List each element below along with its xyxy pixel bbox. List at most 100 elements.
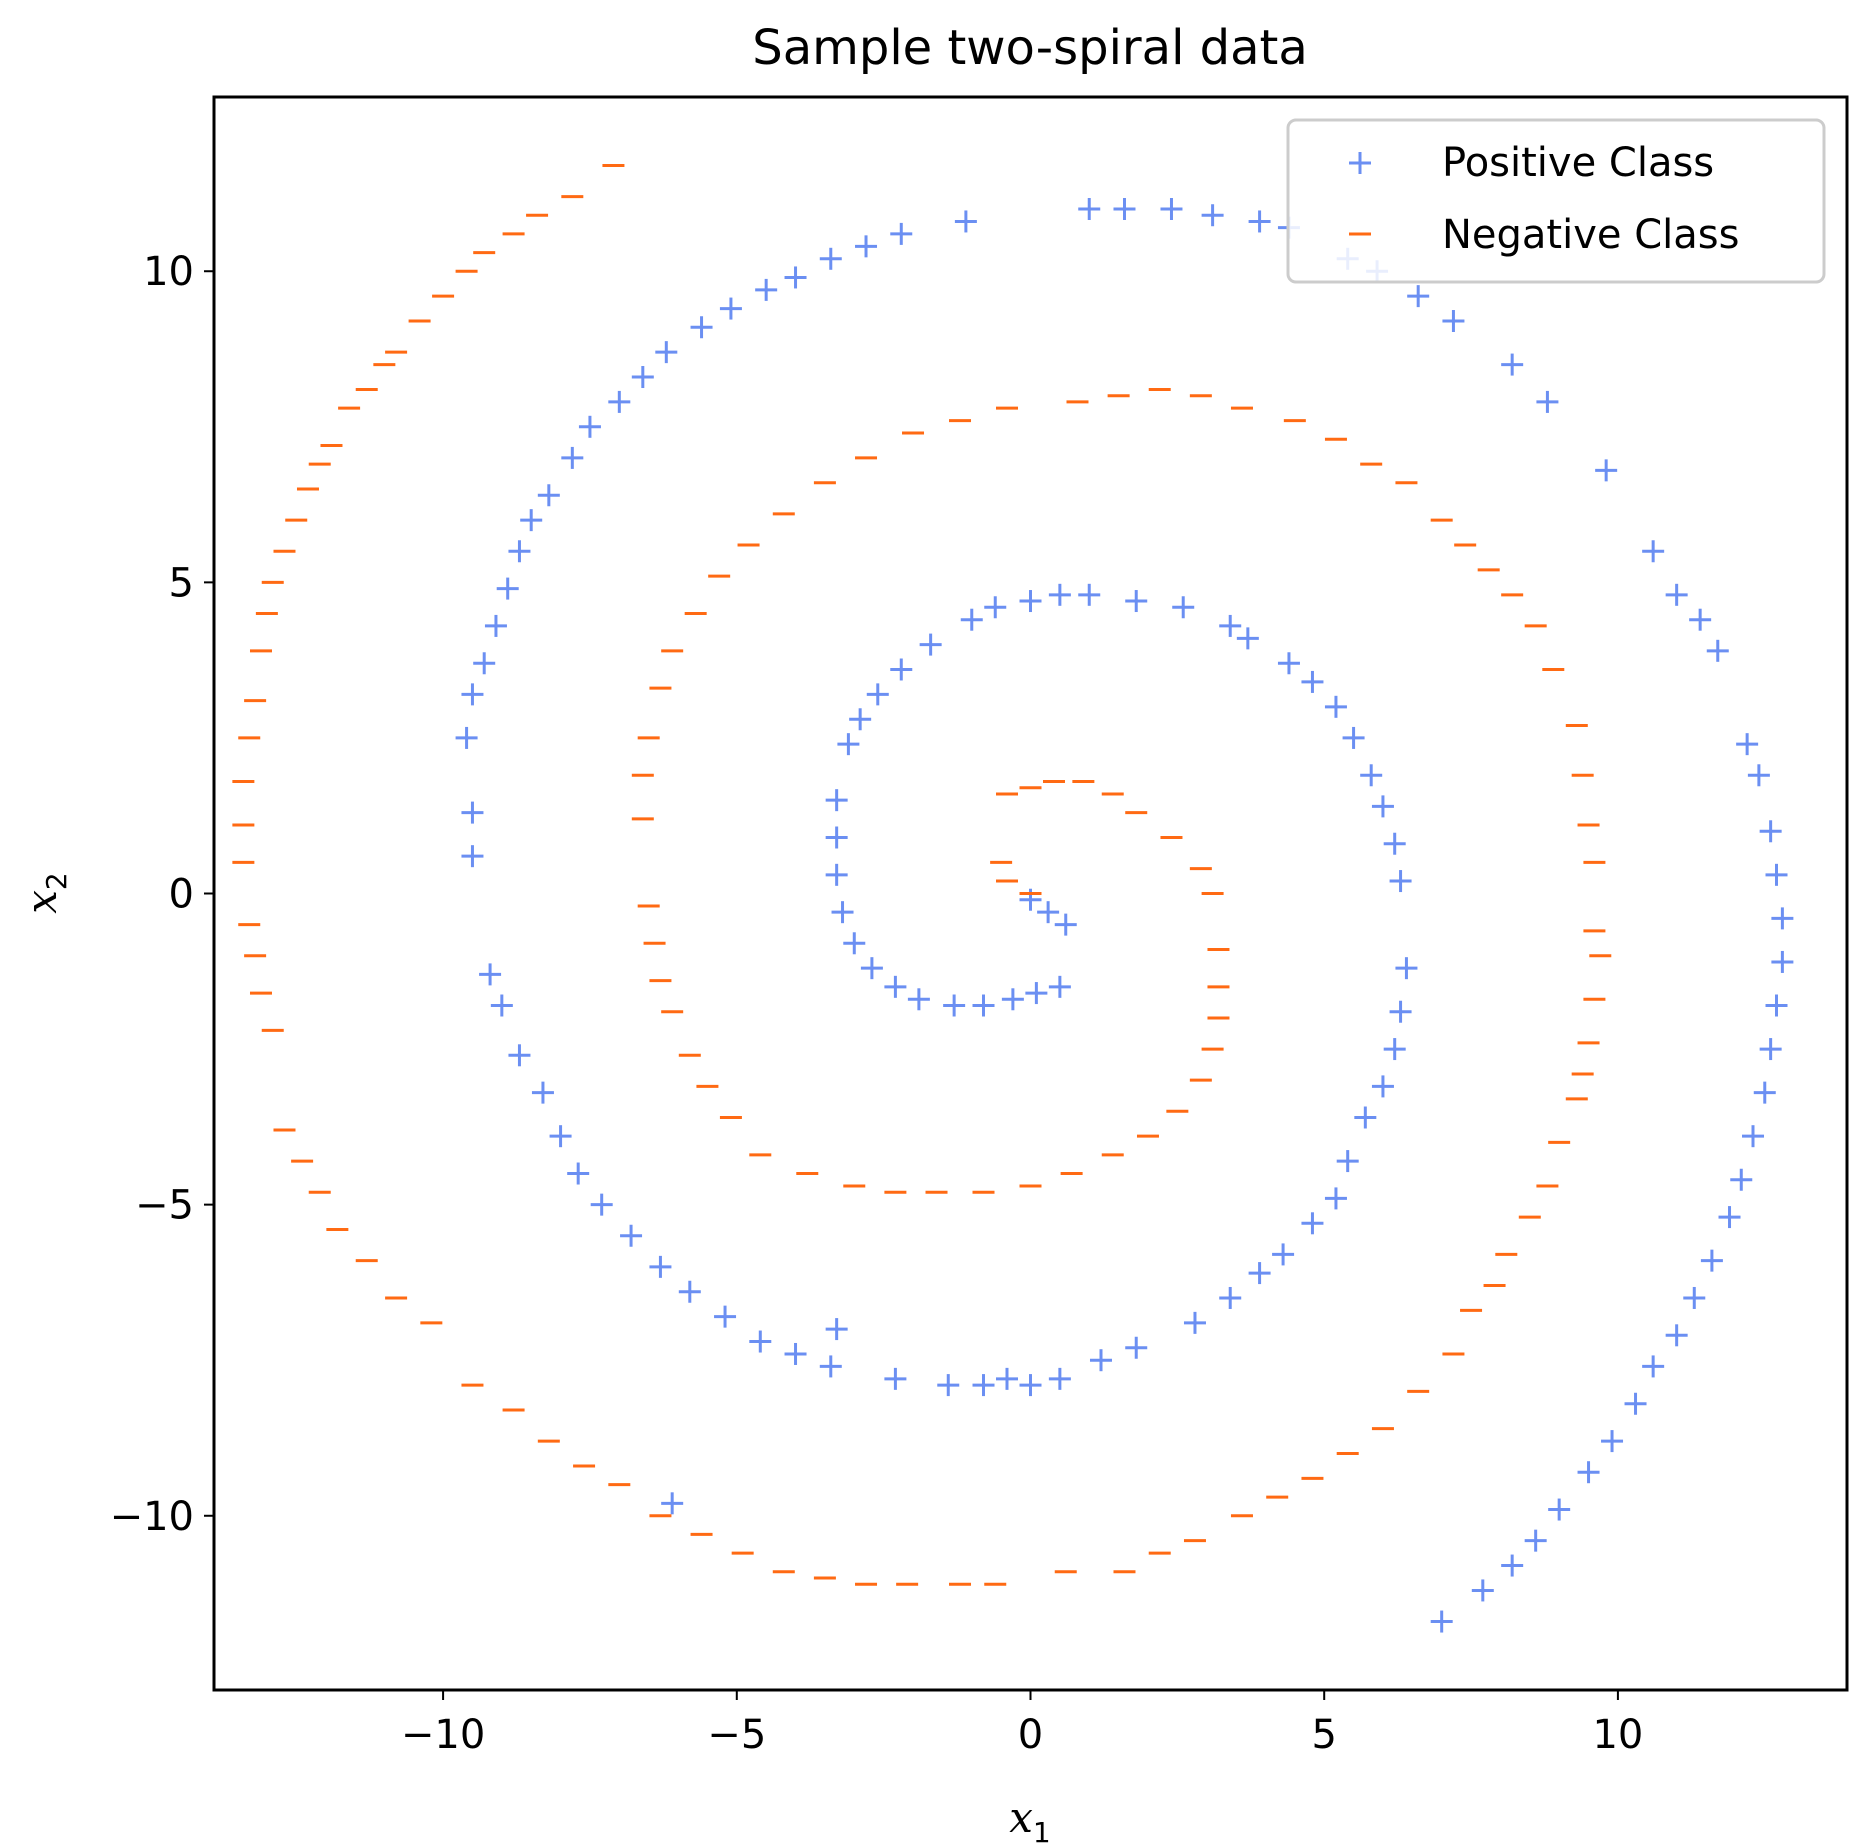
positive-point (996, 1367, 1019, 1390)
positive-point (1354, 1106, 1377, 1129)
positive-point (520, 509, 543, 532)
positive-point (825, 863, 848, 886)
positive-point (655, 341, 678, 364)
positive-point (1048, 1367, 1071, 1390)
positive-point (819, 1355, 842, 1378)
positive-point (1730, 1168, 1753, 1191)
positive-point (1236, 627, 1259, 650)
positive-point (849, 708, 872, 731)
positive-point (1736, 733, 1759, 756)
positive-point (954, 210, 977, 233)
positive-point (819, 247, 842, 270)
positive-point (1642, 1355, 1665, 1378)
positive-point (1360, 764, 1383, 787)
positive-point (461, 845, 484, 868)
positive-point (1301, 670, 1324, 693)
positive-point (825, 826, 848, 849)
positive-point (1219, 1286, 1242, 1309)
positive-point (561, 446, 584, 469)
positive-point (1471, 1579, 1494, 1602)
legend: Positive Class Negative Class (1286, 118, 1826, 284)
positive-point (1665, 1324, 1688, 1347)
positive-point (1642, 540, 1665, 563)
positive-point (825, 1318, 848, 1341)
positive-point (1301, 1212, 1324, 1235)
positive-point (1277, 652, 1300, 675)
positive-point (784, 1342, 807, 1365)
positive-point (1753, 1081, 1776, 1104)
positive-point (1442, 310, 1465, 333)
positive-point (1706, 639, 1729, 662)
positive-point (1771, 950, 1794, 973)
axis-ticks: −10 −5 0 5 10 −10 −5 0 5 10 (110, 249, 1644, 1758)
positive-point (578, 415, 601, 438)
chart-title: Sample two-spiral data (752, 20, 1308, 76)
positive-point (1389, 870, 1412, 893)
y-axis-label-sub: 2 (40, 872, 73, 890)
positive-point (843, 932, 866, 955)
positive-point (620, 1224, 643, 1247)
positive-point (567, 1162, 590, 1185)
positive-point (455, 726, 478, 749)
positive-point (1577, 1461, 1600, 1484)
positive-point (1407, 285, 1430, 308)
positive-point (1665, 583, 1688, 606)
legend-label-positive: Positive Class (1442, 140, 1714, 186)
x-tick-label: −10 (401, 1712, 485, 1758)
x-tick-label: −5 (707, 1712, 766, 1758)
positive-point (1113, 198, 1136, 221)
positive-point (461, 801, 484, 824)
positive-point (1742, 1125, 1765, 1148)
positive-point (1689, 608, 1712, 631)
positive-point (1700, 1249, 1723, 1272)
positive-point (1765, 994, 1788, 1017)
positive-point (1125, 590, 1148, 613)
legend-box (1286, 118, 1826, 284)
positive-point (1078, 583, 1101, 606)
positive-point (919, 633, 942, 656)
positive-point (1624, 1392, 1647, 1415)
positive-point (1718, 1206, 1741, 1229)
positive-point (461, 683, 484, 706)
positive-point (1248, 210, 1271, 233)
positive-point (1536, 390, 1559, 413)
positive-point (1759, 1038, 1782, 1061)
positive-point (1548, 1498, 1571, 1521)
positive-point (1395, 957, 1418, 980)
positive-point (1342, 726, 1365, 749)
positive-point (508, 1044, 531, 1067)
positive-point (1747, 764, 1770, 787)
y-axis-label-base: x (17, 890, 66, 914)
positive-point (1078, 198, 1101, 221)
y-tick-label: 10 (143, 249, 194, 295)
positive-point (884, 975, 907, 998)
positive-point (1765, 863, 1788, 886)
positive-point (890, 658, 913, 681)
positive-point (678, 1280, 701, 1303)
y-tick-label: 5 (169, 560, 194, 606)
positive-point (860, 957, 883, 980)
positive-point (537, 484, 560, 507)
positive-point (1201, 204, 1224, 227)
positive-point (884, 1367, 907, 1390)
positive-point (1037, 901, 1060, 924)
positive-point (1389, 1000, 1412, 1023)
positive-point (984, 596, 1007, 619)
positive-point (479, 963, 502, 986)
positive-point (631, 366, 654, 389)
positive-point (1371, 1075, 1394, 1098)
positive-point (1501, 1554, 1524, 1577)
positive-point (960, 608, 983, 631)
positive-point (1019, 1374, 1042, 1397)
y-tick-label: 0 (169, 872, 194, 918)
positive-point (866, 683, 889, 706)
positive-point (473, 652, 496, 675)
positive-point (1001, 988, 1024, 1011)
x-tick-label: 5 (1311, 1712, 1336, 1758)
positive-point (531, 1081, 554, 1104)
positive-point (890, 222, 913, 245)
positive-point (1383, 832, 1406, 855)
positive-point (1183, 1311, 1206, 1334)
positive-point (972, 994, 995, 1017)
